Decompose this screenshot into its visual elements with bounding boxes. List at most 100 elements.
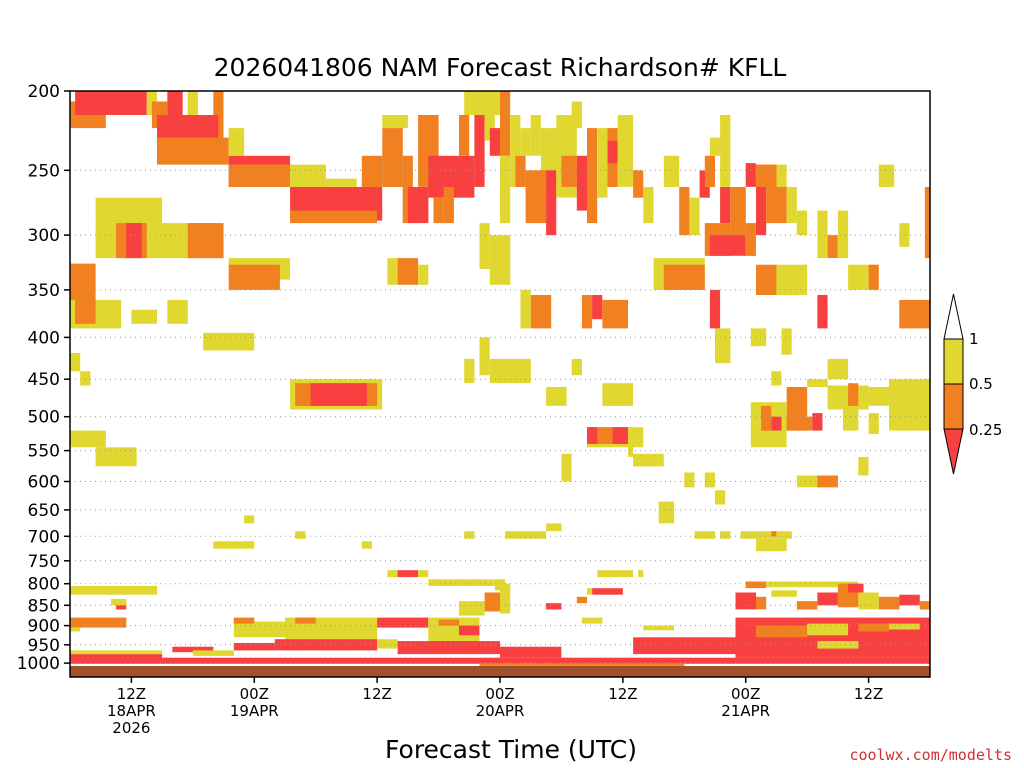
ri-cell [172, 646, 214, 653]
ri-cell [684, 472, 695, 488]
ri-cell [474, 115, 485, 187]
y-tick-label: 350 [28, 281, 60, 301]
ri-cell [781, 328, 792, 355]
ri-cell [827, 235, 838, 258]
ri-cell [868, 387, 890, 406]
ri-cell [679, 187, 690, 236]
ri-cell [796, 601, 818, 610]
ri-cell [715, 490, 726, 505]
colorbar-label: 1 [969, 330, 979, 348]
ri-cell [397, 258, 419, 285]
ri-cell [479, 663, 685, 666]
ri-cell [817, 210, 828, 259]
ri-cell [571, 358, 582, 376]
y-tick-label: 500 [28, 408, 60, 428]
ri-cell [479, 337, 490, 376]
ri-cell [919, 601, 930, 610]
ri-cell [203, 332, 255, 351]
y-tick-label: 300 [28, 226, 60, 246]
ri-cell [817, 475, 838, 488]
ri-cell [489, 235, 511, 285]
ri-cell [361, 155, 383, 187]
ri-cell [889, 379, 930, 431]
ri-cell [546, 523, 562, 532]
ri-cell [766, 581, 859, 588]
ri-cell [510, 115, 521, 187]
x-tick-label: 00Z [731, 685, 760, 703]
ri-cell [70, 430, 86, 448]
ri-cell [520, 128, 531, 156]
ri-cell [126, 223, 142, 259]
ri-cell [848, 383, 859, 406]
ri-cell [720, 115, 731, 187]
ri-cell [443, 187, 454, 224]
ri-cell [709, 235, 746, 256]
ri-cell [85, 430, 106, 448]
ri-cell [80, 371, 91, 386]
ri-cell [766, 187, 787, 224]
ri-cell [848, 264, 869, 290]
ri-cell [633, 170, 644, 198]
ri-cell [807, 379, 828, 387]
colorbar-label: 0.25 [969, 421, 1002, 439]
ri-cell [525, 170, 547, 224]
ri-cell [131, 309, 157, 324]
ri-cell [817, 592, 838, 606]
ri-cell [817, 641, 859, 649]
ri-cell [295, 617, 316, 624]
ri-cell [817, 295, 828, 329]
ri-cell [786, 416, 813, 431]
y-tick-label: 550 [28, 442, 60, 462]
ri-cell [812, 413, 823, 431]
cells-layer [70, 91, 931, 666]
ri-cell [326, 178, 357, 187]
ri-cell [889, 623, 920, 630]
ri-cell [771, 531, 777, 537]
ri-cell [924, 187, 930, 259]
ri-cell [756, 164, 777, 187]
ri-cell [607, 140, 618, 164]
y-tick-label: 850 [28, 596, 60, 616]
ri-cell [704, 472, 715, 488]
ri-cell [95, 447, 137, 467]
ri-cell [786, 187, 797, 224]
ri-cell [709, 137, 721, 156]
ri-cell [397, 570, 419, 578]
ri-cell [187, 91, 198, 115]
ri-cell [489, 128, 500, 156]
ri-cell [735, 592, 756, 610]
x-tick-label: 18APR [107, 702, 156, 720]
ri-cell [75, 299, 96, 324]
ri-cell [428, 579, 495, 586]
ri-cell [546, 170, 557, 236]
ri-cell [70, 654, 163, 660]
ri-cell [500, 155, 511, 224]
ri-cell [694, 531, 715, 539]
x-tick-label: 21APR [721, 702, 770, 720]
ri-cell [643, 187, 654, 224]
y-tick-label: 600 [28, 473, 60, 493]
ri-cell [658, 501, 675, 524]
ri-cell [484, 592, 500, 612]
ri-cell [233, 621, 285, 638]
ri-cell [387, 258, 398, 285]
ri-cell [837, 210, 849, 259]
ri-cell [377, 639, 398, 649]
ri-cell [899, 299, 930, 329]
ri-cell [377, 617, 429, 628]
ri-cell [612, 427, 628, 444]
colorbar-yellow [943, 338, 964, 385]
ri-cell [233, 643, 275, 651]
ri-cell [459, 625, 480, 636]
colorbar-top-arrow [943, 293, 964, 340]
ri-cell [520, 289, 531, 329]
colorbar-orange [943, 383, 964, 430]
ri-cell [561, 155, 577, 187]
ri-cell [546, 387, 567, 406]
ri-cell [464, 358, 475, 384]
ri-cell [771, 371, 782, 386]
y-tick-label: 250 [28, 161, 60, 181]
colorbar: 1 0.5 0.25 [943, 293, 1002, 475]
ri-cell [689, 197, 700, 236]
ri-cell [756, 538, 787, 552]
